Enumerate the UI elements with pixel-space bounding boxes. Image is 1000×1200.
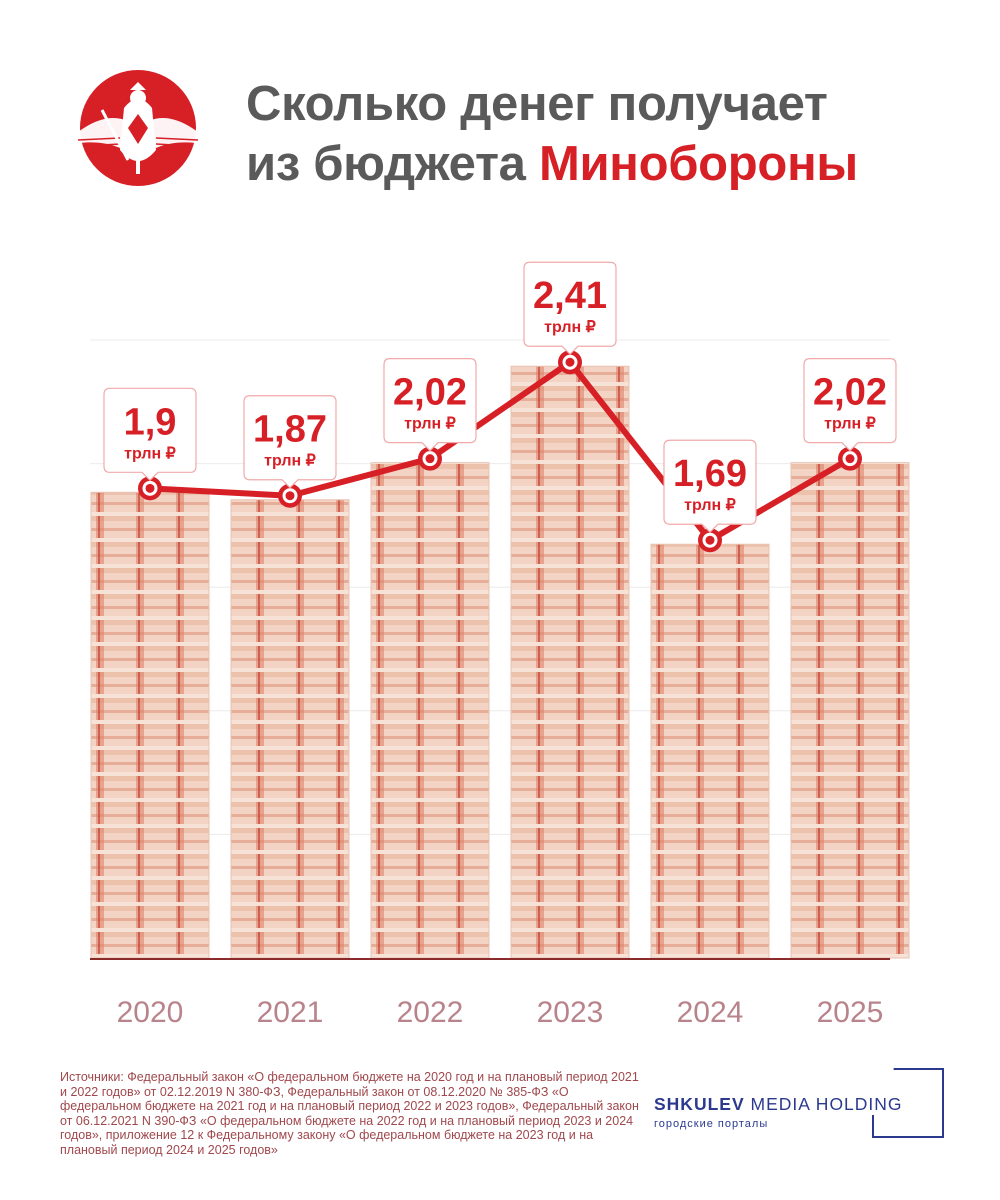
value-label: 2,02 xyxy=(813,372,887,414)
trend-line xyxy=(149,359,852,544)
money-stack-bar xyxy=(91,492,209,958)
brand-tagline: городские порталы xyxy=(654,1118,769,1130)
data-point-core xyxy=(565,357,575,367)
money-stack-bar xyxy=(651,544,769,958)
data-point-core xyxy=(145,483,155,493)
value-callout-box xyxy=(523,261,617,356)
money-stack-bar xyxy=(371,462,489,958)
x-tick-label: 2023 xyxy=(537,996,604,1029)
value-label: 1,87 xyxy=(253,409,327,451)
data-point-core xyxy=(285,491,295,501)
value-unit-label: трлн ₽ xyxy=(264,453,316,470)
data-point-core xyxy=(425,454,435,464)
value-callout-box xyxy=(803,358,897,452)
brand-name: SHKULEV MEDIA HOLDING xyxy=(654,1094,907,1115)
money-stack-bar xyxy=(791,462,909,958)
sources-note: Источники: Федеральный закон «О федераль… xyxy=(60,1070,639,1157)
x-tick-labels: 2020 2021 2022 2023 2024 2025 xyxy=(117,996,884,1029)
x-tick-label: 2022 xyxy=(397,996,464,1029)
emblem-icon xyxy=(62,70,208,186)
brand-name-rest: MEDIA HOLDING xyxy=(744,1094,903,1114)
value-label: 1,69 xyxy=(673,453,747,495)
title-line-2-prefix: из бюджета xyxy=(246,137,539,191)
x-tick-label: 2025 xyxy=(817,996,884,1029)
x-tick-label: 2020 xyxy=(117,996,184,1029)
brand-name-bold: SHKULEV xyxy=(654,1094,745,1114)
data-point-core xyxy=(845,454,855,464)
budget-chart: 1,9 трлн ₽ 1,87 трлн ₽ 2,02 трлн ₽ 2,41 трлн ₽ 1… xyxy=(90,261,910,1029)
value-unit-label: трлн ₽ xyxy=(824,416,876,433)
brand-logo: SHKULEV MEDIA HOLDING городские порталы xyxy=(652,1068,944,1138)
value-callout-box xyxy=(243,395,337,489)
value-unit-label: трлн ₽ xyxy=(684,497,736,514)
value-unit-label: трлн ₽ xyxy=(544,319,596,336)
title-line-1: Сколько денег получает xyxy=(246,77,828,131)
money-stack-bar xyxy=(231,499,349,958)
title-line-2-accent: Минобороны xyxy=(538,137,858,191)
money-stacks xyxy=(90,365,910,959)
value-unit-label: трлн ₽ xyxy=(124,445,176,462)
money-stack-bar xyxy=(511,366,629,958)
x-tick-label: 2021 xyxy=(257,996,324,1029)
data-points xyxy=(138,350,862,553)
value-label: 2,02 xyxy=(393,372,467,414)
value-unit-label: трлн ₽ xyxy=(404,416,456,433)
value-label: 2,41 xyxy=(533,275,607,317)
data-point-core xyxy=(705,535,715,545)
page-title: Сколько денег получает из бюджета Минобо… xyxy=(246,74,858,194)
value-callout-box xyxy=(663,439,757,534)
value-callouts: 1,9 трлн ₽ 1,87 трлн ₽ 2,02 трлн ₽ 2,41 трлн ₽ 1… xyxy=(103,261,897,534)
value-callout-box xyxy=(383,358,477,452)
value-label: 1,9 xyxy=(124,401,177,443)
value-callout-box xyxy=(103,387,197,482)
x-tick-label: 2024 xyxy=(677,996,744,1029)
